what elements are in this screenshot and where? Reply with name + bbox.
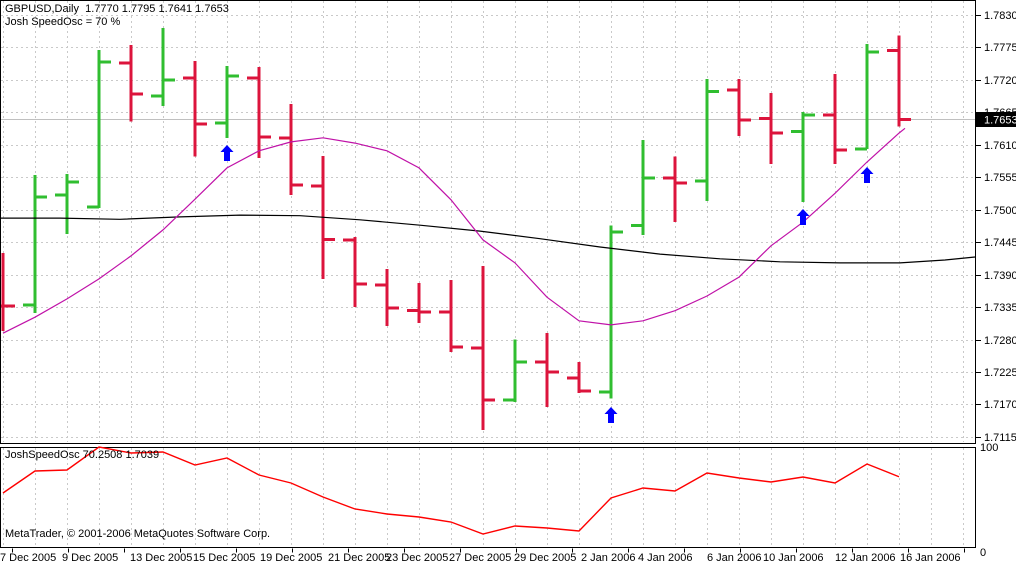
ohlc-bar [535, 333, 559, 407]
ohlc-bar [279, 104, 303, 196]
date-axis-label: 2 Jan 2006 [581, 552, 635, 564]
price-axis-label: 1.7335 [984, 302, 1016, 314]
date-axis-label: 29 Dec 2005 [514, 552, 576, 564]
date-axis-label: 23 Dec 2005 [386, 552, 448, 564]
price-axis: 1.78301.77751.77201.76651.76101.75551.75… [976, 10, 1016, 559]
time-axis: 7 Dec 2005 9 Dec 2005 13 Dec 2005 15 Dec 20… [0, 548, 965, 564]
ohlc-bar [87, 49, 111, 209]
price-axis-label: 1.7225 [984, 367, 1016, 379]
ohlc-bar [23, 174, 47, 314]
ohlc-bar [183, 61, 207, 157]
ohlc-bar [151, 27, 175, 106]
ma-slow-black-line [0, 214, 976, 264]
main-panel-border [0, 0, 976, 444]
ohlc-bar [471, 265, 495, 430]
price-axis-label: 1.7720 [984, 75, 1016, 87]
ohlc-bar [567, 362, 591, 393]
buy-arrow-icon [860, 167, 874, 183]
price-axis-label: 1.7555 [984, 172, 1016, 184]
buy-arrow-icon [604, 407, 618, 423]
ohlc-bar [599, 225, 623, 399]
ohlc-bar [631, 140, 655, 236]
chart-symbol-title: GBPUSD,Daily 1.7770 1.7795 1.7641 1.7653 [5, 3, 229, 15]
ohlc-bar [375, 268, 399, 327]
ohlc-bar [663, 156, 687, 223]
oscillator-scale-min: 0 [980, 547, 986, 559]
price-axis-label: 1.7390 [984, 270, 1016, 282]
price-axis-label: 1.7830 [984, 10, 1016, 22]
price-axis-label: 1.7280 [984, 335, 1016, 347]
ohlc-bar [55, 173, 79, 235]
date-axis-label: 7 Dec 2005 [0, 552, 56, 564]
date-axis-label: 6 Jan 2006 [707, 552, 761, 564]
ohlc-bar [503, 339, 527, 403]
oscillator-scale-max: 100 [980, 442, 998, 454]
price-axis-label: 1.7500 [984, 205, 1016, 217]
ohlc-bar [727, 78, 751, 137]
ohlc-bar [887, 35, 911, 127]
date-axis-label: 10 Jan 2006 [763, 552, 824, 564]
price-bars [0, 27, 911, 430]
date-axis-label: 12 Jan 2006 [835, 552, 896, 564]
oscillator-line [2, 446, 900, 535]
ohlc-bar [823, 74, 847, 164]
ohlc-bar [439, 280, 463, 353]
overlay-indicator-caption: Josh SpeedOsc = 70 % [5, 16, 121, 28]
date-axis-label: 21 Dec 2005 [328, 552, 390, 564]
date-axis-label: 4 Jan 2006 [638, 552, 692, 564]
ohlc-bar [855, 43, 879, 151]
oscillator-panel-border [0, 447, 976, 548]
ohlc-bar [759, 92, 783, 164]
ma-fast-magenta-line [2, 127, 906, 334]
price-axis-label: 1.7610 [984, 140, 1016, 152]
ohlc-bar [695, 78, 719, 201]
date-axis-label: 16 Jan 2006 [900, 552, 961, 564]
date-axis-label: 19 Dec 2005 [260, 552, 322, 564]
date-axis-label: 15 Dec 2005 [193, 552, 255, 564]
buy-arrow-icon [796, 209, 810, 225]
date-axis-label: 27 Dec 2005 [449, 552, 511, 564]
price-axis-label: 1.7445 [984, 237, 1016, 249]
ohlc-bar [791, 111, 815, 203]
date-axis-label: 13 Dec 2005 [130, 552, 192, 564]
ohlc-bar [343, 236, 367, 308]
ohlc-bar [119, 45, 143, 122]
current-price-box [976, 112, 1016, 127]
price-axis-label: 1.7775 [984, 42, 1016, 54]
copyright-text: MetaTrader, © 2001-2006 MetaQuotes Softw… [5, 528, 271, 540]
ohlc-bar [247, 66, 271, 158]
date-axis-label: 9 Dec 2005 [62, 552, 118, 564]
oscillator-caption: JoshSpeedOsc 70.2508 1.7039 [5, 449, 160, 461]
buy-arrow-icon [220, 145, 234, 161]
ohlc-bar [407, 283, 431, 324]
current-price-label: 1.7653 [984, 115, 1016, 127]
price-axis-label: 1.7115 [984, 432, 1016, 444]
ohlc-bar [215, 65, 239, 138]
price-axis-label: 1.7170 [984, 399, 1016, 411]
